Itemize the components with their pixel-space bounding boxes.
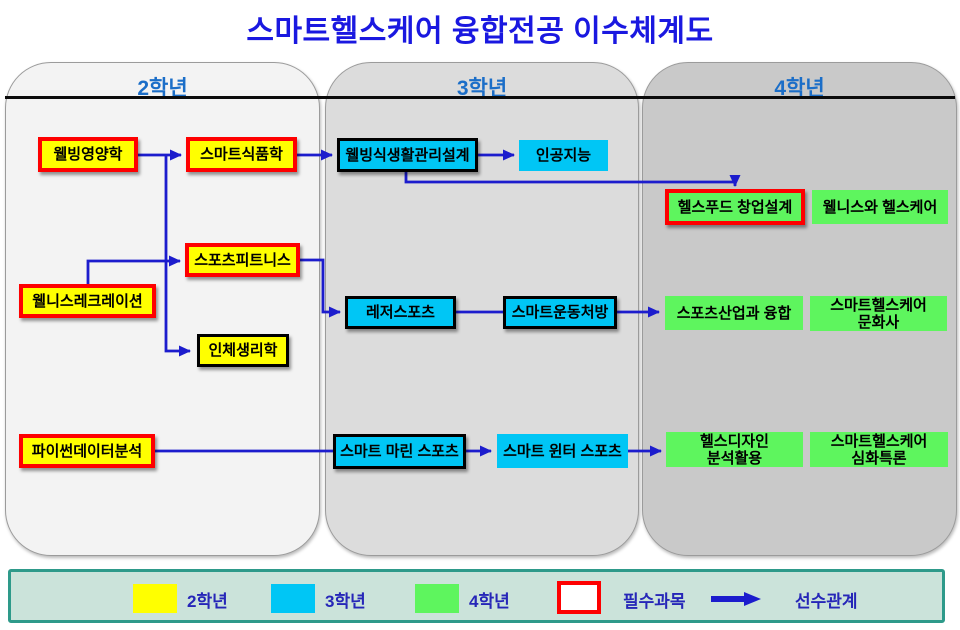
- course-box-artificial-intelligence: 인공지능: [519, 140, 608, 171]
- legend-year3-swatch: [271, 584, 315, 613]
- legend-prerequisite-arrow-icon: [711, 592, 761, 606]
- course-box-smart-food: 스마트식품학: [186, 137, 297, 172]
- course-box-smart-winter-sports: 스마트 윈터 스포츠: [497, 434, 628, 468]
- arrow-recreation-to-fitness: [86, 255, 181, 284]
- course-box-human-physiology: 인체생리학: [197, 334, 289, 367]
- legend-year4-label: 4학년: [469, 592, 510, 611]
- legend-required-swatch: [557, 581, 601, 614]
- legend-required-label: 필수과목: [623, 592, 686, 611]
- course-box-python-data-analysis: 파이썬데이터분석: [19, 434, 155, 468]
- column-year3-header: 3학년: [456, 77, 508, 100]
- course-box-wellness-and-healthcare: 웰니스와 헬스케어: [812, 190, 948, 224]
- course-box-healthfood-startup-design: 헬스푸드 창업설계: [665, 189, 805, 225]
- arrow-fitness-to-leisure: [300, 258, 341, 318]
- course-box-leisure-sports: 레저스포츠: [345, 296, 456, 329]
- header-divider-line: [5, 96, 955, 99]
- legend-year2-label: 2학년: [187, 592, 228, 611]
- page-title: 스마트헬스케어 융합전공 이수체계도: [246, 15, 714, 48]
- course-box-wellbeing-diet-design: 웰빙식생활관리설계: [337, 138, 478, 172]
- legend-year2-swatch: [133, 584, 177, 613]
- course-box-smart-healthcare-advanced: 스마트헬스케어 심화특론: [810, 432, 948, 467]
- course-box-wellness-recreation: 웰니스레크레이션: [19, 284, 156, 318]
- course-box-smart-healthcare-culture: 스마트헬스케어 문화사: [810, 296, 947, 331]
- course-box-smart-marine-sports: 스마트 마린 스포츠: [333, 434, 466, 469]
- legend-year3-label: 3학년: [325, 592, 366, 611]
- legend-year4-swatch: [415, 584, 459, 613]
- column-year4-header: 4학년: [774, 77, 825, 100]
- course-box-wellbeing-nutrition: 웰빙영양학: [38, 137, 138, 172]
- legend-prerequisite-label: 선수관계: [795, 592, 858, 611]
- arrow-branch-to-physiology: [164, 155, 191, 357]
- course-box-sports-fitness: 스포츠피트니스: [185, 243, 300, 277]
- course-box-sports-industry-convergence: 스포츠산업과 융합: [665, 296, 803, 330]
- legend-bar: 2학년 3학년 4학년 필수과목 선수관계: [8, 569, 945, 623]
- course-box-smart-exercise-prescription: 스마트운동처방: [503, 296, 617, 329]
- course-box-health-design-analytics: 헬스디자인 분석활용: [666, 432, 803, 467]
- column-year2-header: 2학년: [137, 77, 188, 100]
- arrow-dietdesign-to-healthfood: [404, 172, 741, 187]
